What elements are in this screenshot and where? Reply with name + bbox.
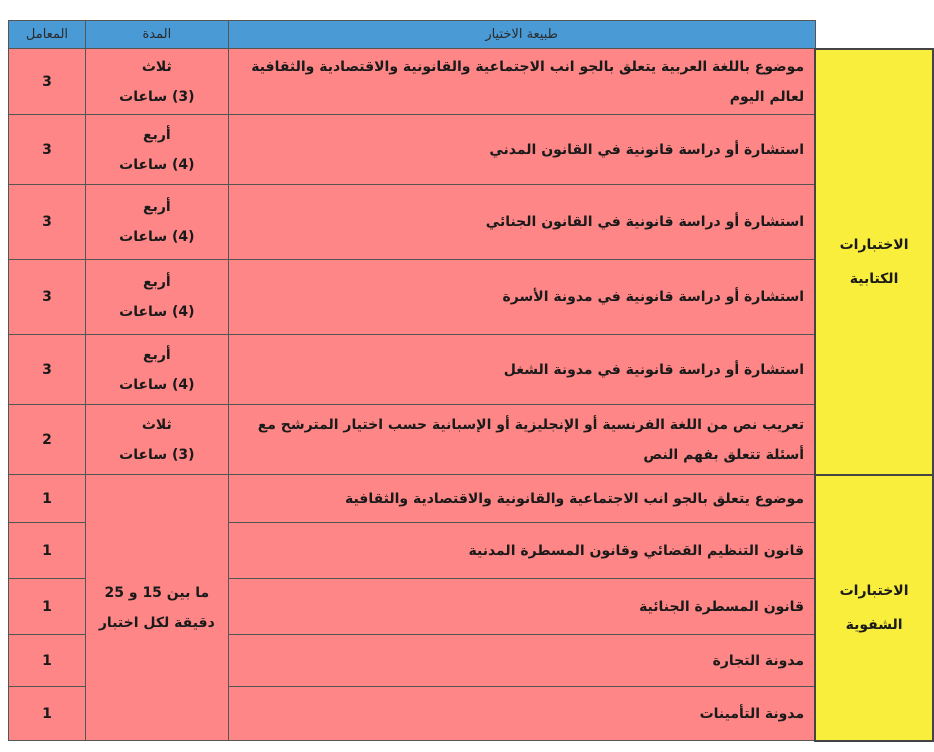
coefficient-cell: 3: [8, 259, 86, 335]
coefficient-cell: 3: [8, 114, 86, 185]
duration-hours: (3) ساعات: [119, 446, 195, 463]
duration-cell: ثلاث (3) ساعات: [84, 404, 229, 475]
duration-hours: (4) ساعات: [119, 376, 195, 393]
duration-cell: أربع (4) ساعات: [84, 184, 229, 260]
duration-word: أربع: [143, 126, 171, 143]
table-row: مدونة التجارة 1: [8, 634, 934, 687]
duration-range: ما بين 15 و 25: [104, 584, 210, 601]
table-row: قانون التنظيم القضائي وقانون المسطرة الم…: [8, 522, 934, 579]
duration-hours: (4) ساعات: [119, 304, 195, 320]
duration-cell: ثلاث (3) ساعات: [84, 48, 229, 115]
duration-cell: أربع (4) ساعات: [84, 114, 229, 185]
coefficient-cell: 1: [8, 686, 86, 741]
subject-cell: تعريب نص من اللغة الفرنسية أو الإنجليزية…: [227, 404, 816, 475]
subject-cell: استشارة أو دراسة قانونية في مدونة الشغل: [227, 334, 816, 405]
table-row: الاختبارات الشفوية موضوع يتعلق بالجو انب …: [8, 473, 934, 742]
duration-unit: دقيقة لكل اختبار: [98, 614, 215, 631]
header-duration: المدة: [84, 20, 229, 49]
duration-hours: (4) ساعات: [119, 156, 195, 173]
oral-duration-cell: ما بين 15 و 25 دقيقة لكل اختبار: [84, 474, 229, 741]
category-line: الشفوية: [845, 616, 903, 633]
table-row: استشارة أو دراسة قانونية في القانون الجن…: [8, 184, 934, 260]
coefficient-cell: 1: [8, 474, 86, 523]
table-row: الاختبارات الكتابية موضوع باللغة العربية …: [8, 47, 934, 476]
coefficient-cell: 3: [8, 334, 86, 405]
category-line: الاختبارات: [839, 236, 909, 253]
coefficient-cell: 1: [8, 634, 86, 687]
written-category: الاختبارات الكتابية: [814, 47, 934, 476]
subject-cell: قانون المسطرة الجنائية: [227, 578, 816, 635]
table-row: مدونة التأمينات 1: [8, 686, 934, 741]
subject-cell: مدونة التجارة: [227, 634, 816, 687]
table-row: استشارة أو دراسة قانونية في مدونة الأسرة…: [8, 259, 934, 335]
table-row: استشارة أو دراسة قانونية في مدونة الشغل …: [8, 334, 934, 405]
subject-cell: قانون التنظيم القضائي وقانون المسطرة الم…: [227, 522, 816, 579]
duration-cell: أربع (4) ساعات: [84, 259, 229, 335]
exam-table: طبيعة الاختيار المدة المعامل الاختبارات ا…: [8, 20, 934, 742]
duration-word: ثلاث: [141, 416, 172, 433]
duration-word: أربع: [143, 346, 171, 363]
duration-word: أربع: [143, 274, 171, 290]
duration-word: أربع: [143, 199, 171, 215]
coefficient-cell: 2: [8, 404, 86, 475]
table-row: تعريب نص من اللغة الفرنسية أو الإنجليزية…: [8, 404, 934, 475]
header-blank: [815, 20, 933, 49]
oral-category: الاختبارات الشفوية: [814, 473, 934, 742]
duration-word: ثلاث: [141, 58, 172, 75]
subject-cell: استشارة أو دراسة قانونية في القانون الجن…: [227, 184, 816, 260]
category-line: الاختبارات: [839, 582, 909, 599]
duration-hours: (4) ساعات: [119, 229, 195, 245]
coefficient-cell: 3: [8, 48, 86, 115]
table-row: قانون المسطرة الجنائية 1: [8, 578, 934, 635]
coefficient-cell: 1: [8, 578, 86, 635]
category-line: الكتابية: [849, 270, 899, 287]
duration-cell: أربع (4) ساعات: [84, 334, 229, 405]
header-row: طبيعة الاختيار المدة المعامل: [8, 20, 933, 49]
header-coefficient: المعامل: [8, 20, 86, 49]
subject-cell: مدونة التأمينات: [227, 686, 816, 741]
header-subject: طبيعة الاختيار: [227, 20, 816, 49]
coefficient-cell: 3: [8, 184, 86, 260]
subject-cell: استشارة أو دراسة قانونية في القانون المد…: [227, 114, 816, 185]
table-row: استشارة أو دراسة قانونية في القانون المد…: [8, 114, 934, 185]
subject-cell: استشارة أو دراسة قانونية في مدونة الأسرة: [227, 259, 816, 335]
subject-cell: موضوع يتعلق بالجو انب الاجتماعية والقانو…: [227, 474, 816, 523]
duration-hours: (3) ساعات: [119, 88, 195, 105]
subject-cell: موضوع باللغة العربية يتعلق بالجو انب الا…: [227, 48, 816, 115]
coefficient-cell: 1: [8, 522, 86, 579]
